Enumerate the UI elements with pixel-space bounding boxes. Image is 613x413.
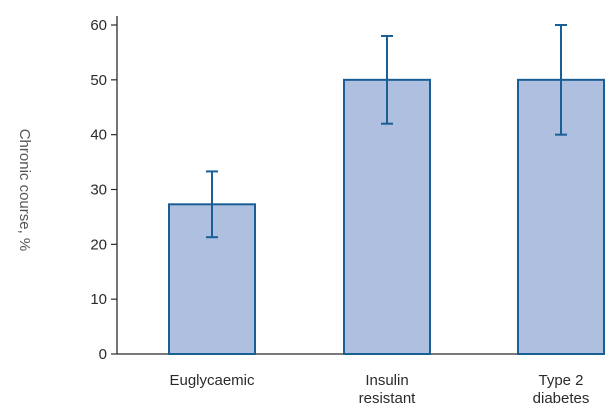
x-category-label: Euglycaemic (169, 372, 255, 389)
x-labels: Euglycaemic Insulin resistant Type 2 diabete… (169, 372, 589, 407)
y-ticks: 0 10 20 30 40 50 60 (90, 17, 117, 363)
y-tick-label: 20 (90, 236, 107, 253)
bar (343, 78, 431, 355)
y-tick-label: 60 (90, 17, 107, 34)
x-category-label-line: diabetes (533, 390, 590, 407)
y-tick-label: 40 (90, 127, 107, 144)
x-category-label-line: Insulin (365, 372, 408, 389)
y-tick-label: 0 (99, 346, 107, 363)
y-tick-label: 30 (90, 182, 107, 199)
error-bar (555, 24, 567, 136)
error-bars (206, 24, 567, 239)
x-category-label: Type 2 diabetes (533, 372, 590, 407)
y-axis-title: Chronic course, % (16, 129, 33, 252)
error-bar (206, 170, 218, 239)
x-category-label-line: Type 2 (538, 372, 583, 389)
x-category-label-line: resistant (359, 390, 417, 407)
y-tick-label: 10 (90, 291, 107, 308)
x-category-label-line: Euglycaemic (169, 372, 255, 389)
y-axis-title-group: Chronic course, % (16, 129, 33, 252)
x-category-label: Insulin resistant (359, 372, 417, 407)
error-bar (381, 34, 393, 125)
y-tick-label: 50 (90, 72, 107, 89)
